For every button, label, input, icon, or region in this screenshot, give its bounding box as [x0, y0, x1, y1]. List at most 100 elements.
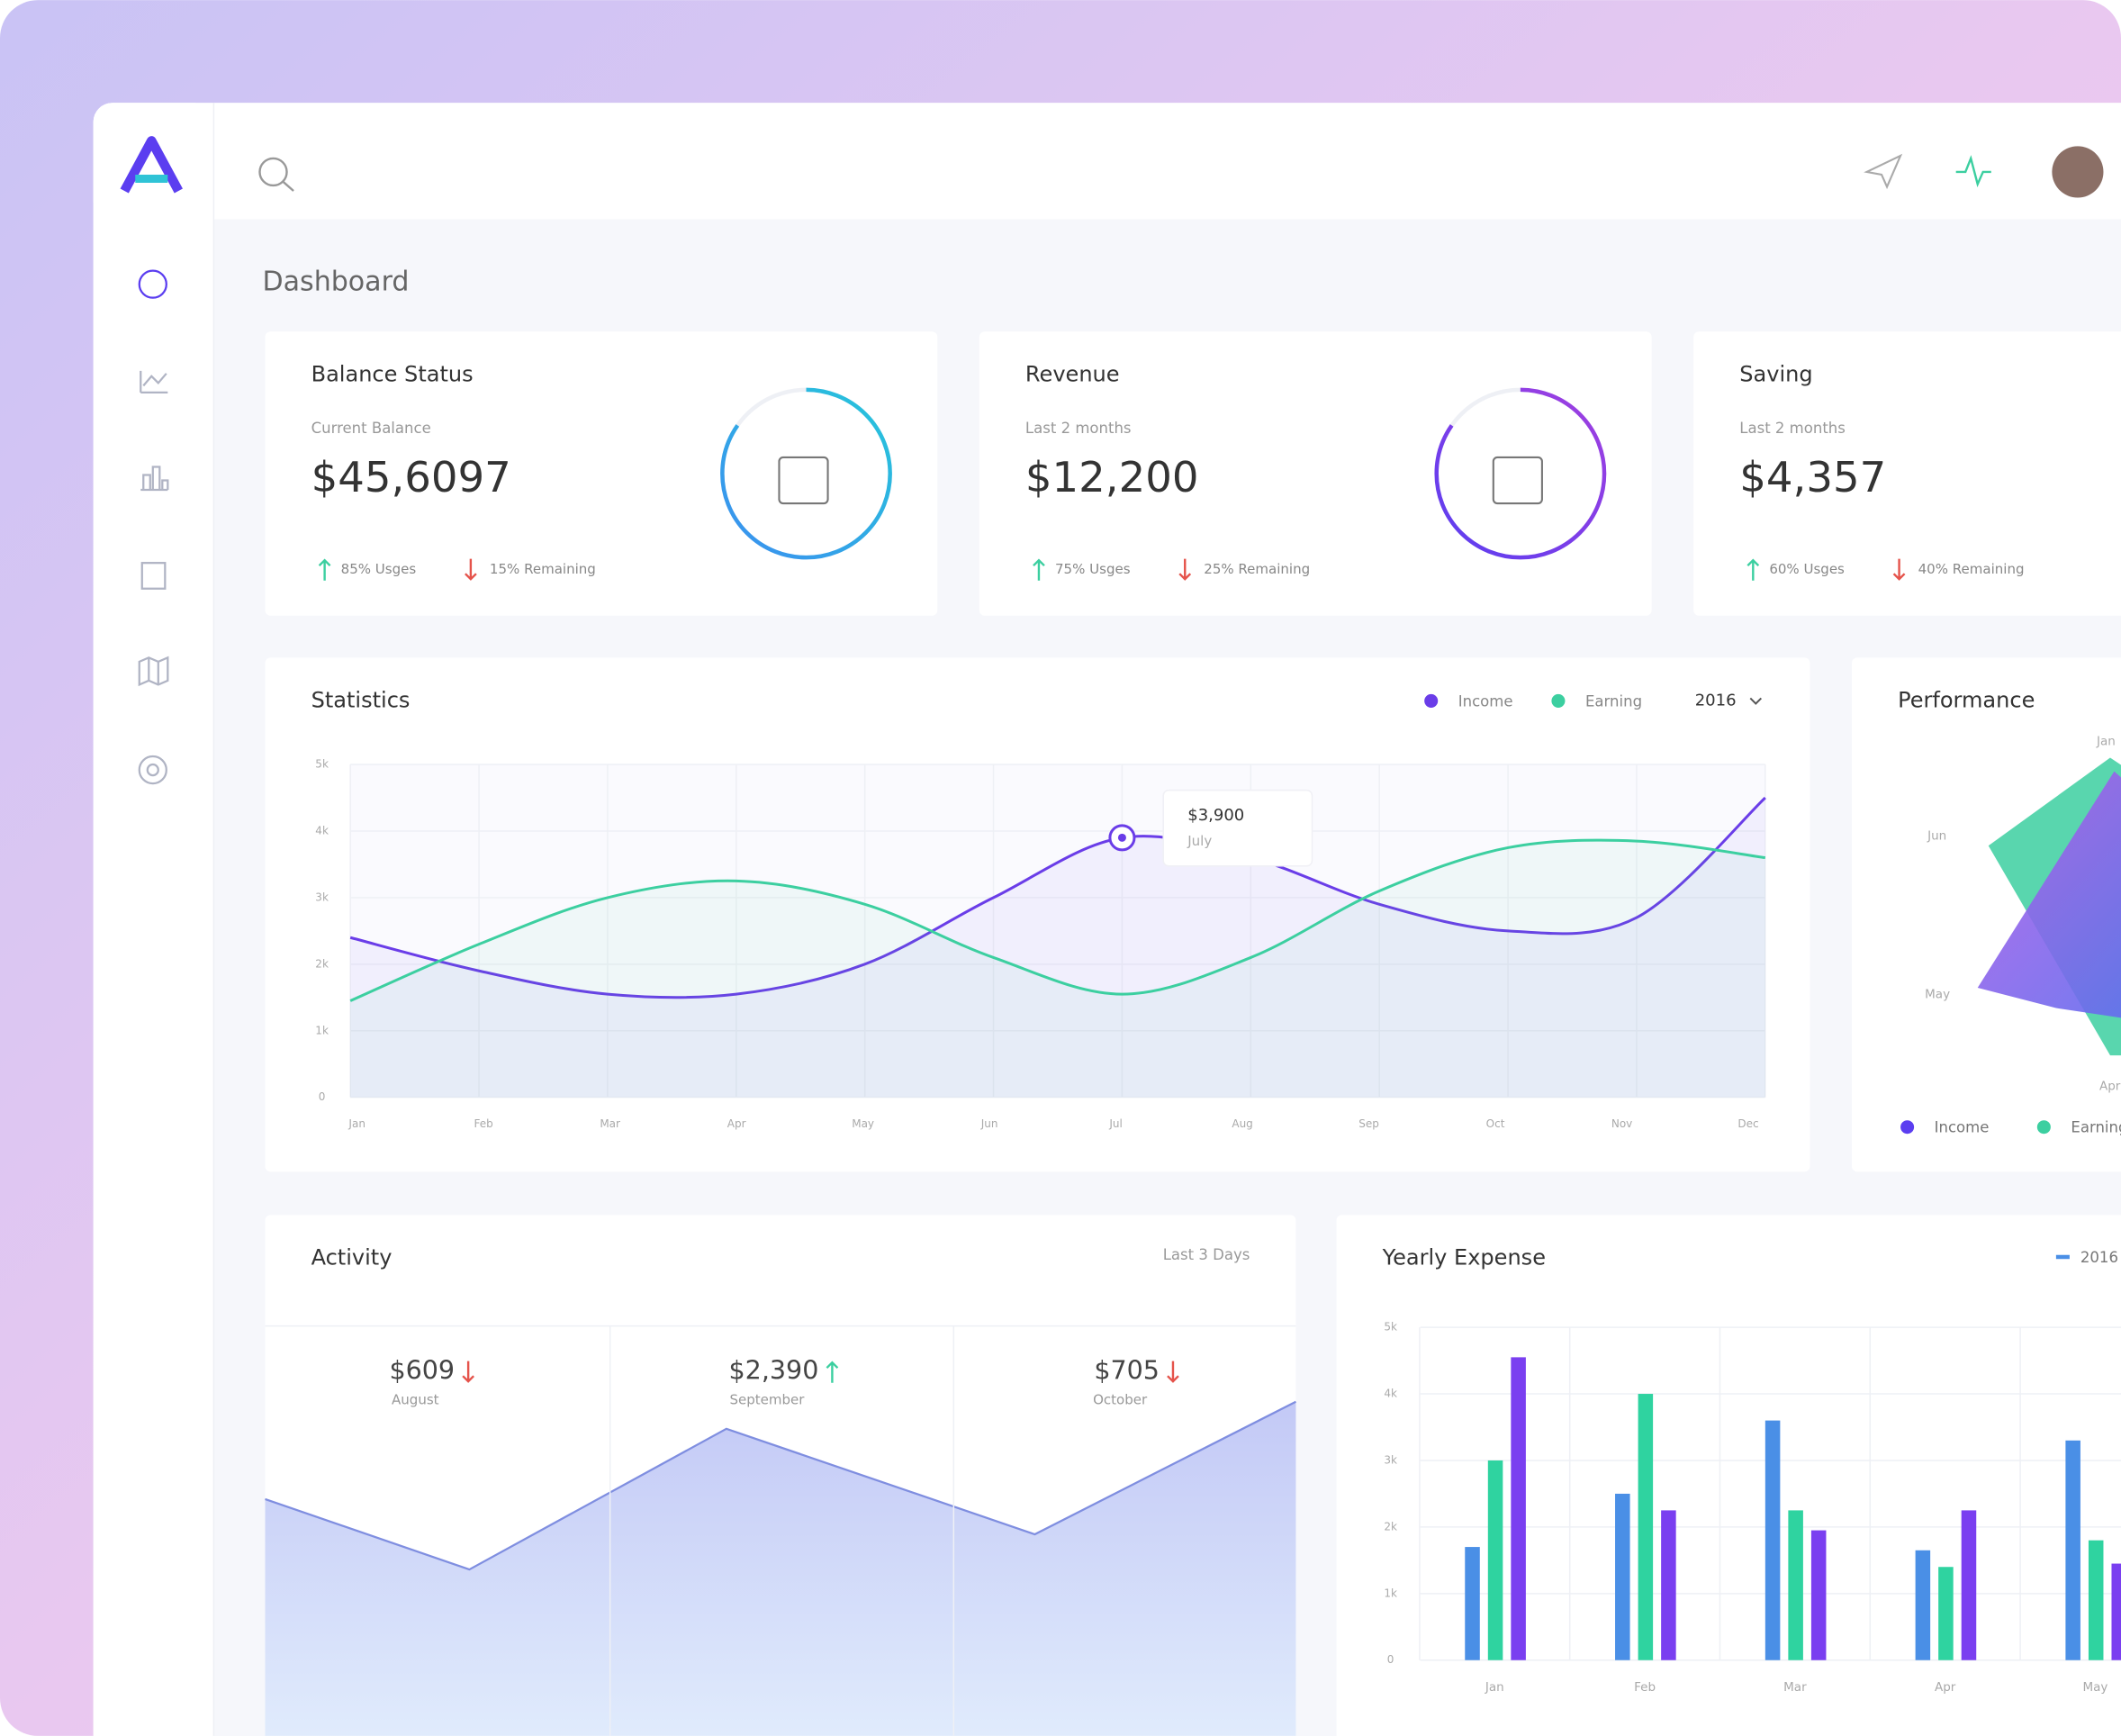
up-arrow: [318, 558, 331, 581]
progress-ring: [1434, 387, 1607, 560]
panel-title: Statistics: [311, 687, 411, 712]
nav-charts[interactable]: [140, 466, 169, 492]
legend-label: 2016: [2080, 1249, 2118, 1266]
bar: [1810, 1530, 1827, 1660]
legend-dot: [1424, 693, 1439, 708]
x-tick-label: Mar: [600, 1117, 620, 1130]
legend-label: Earning: [1585, 692, 1642, 710]
series-area: [350, 840, 1765, 1098]
remaining-label: 25% Remaining: [1204, 561, 1310, 577]
card-value: $4,357: [1739, 453, 1886, 502]
x-tick-label: Aug: [1232, 1117, 1252, 1130]
y-tick-label: 5k: [315, 758, 329, 771]
bar: [1511, 1357, 1526, 1660]
down-arrow: [1167, 1361, 1179, 1383]
bar: [1465, 1547, 1480, 1660]
nav-analytics[interactable]: [140, 370, 168, 393]
x-tick-label: Nov: [1611, 1117, 1632, 1130]
legend-dot: [1900, 1120, 1915, 1135]
x-tick-label: Feb: [1634, 1680, 1656, 1695]
tooltip-label: July: [1187, 833, 1212, 849]
down-arrow: [462, 1361, 474, 1383]
yearly-expense-panel: [1336, 1215, 2121, 1736]
usage-label: 75% Usges: [1055, 561, 1131, 577]
card-subtitle: Last 2 months: [1025, 420, 1132, 437]
activity-label: August: [392, 1392, 439, 1408]
card-title: Revenue: [1025, 361, 1120, 386]
tooltip-value: $3,900: [1187, 806, 1244, 825]
search-icon[interactable]: [258, 157, 294, 192]
bar: [2065, 1440, 2080, 1660]
x-tick-label: Sep: [1358, 1117, 1379, 1130]
activity-icon[interactable]: [1955, 155, 1991, 188]
activity-value: $705: [1094, 1356, 1160, 1386]
x-tick-label: Dec: [1737, 1117, 1758, 1130]
send-icon[interactable]: [1864, 153, 1903, 190]
legend-dot: [2036, 1120, 2051, 1135]
card: [1693, 331, 2121, 616]
y-tick-label: 5k: [1384, 1321, 1397, 1334]
legend-label: Income: [1458, 692, 1513, 710]
x-tick-label: Oct: [1486, 1117, 1505, 1130]
panel-title: Yearly Expense: [1382, 1244, 1546, 1270]
card-icon: [778, 456, 829, 505]
up-arrow: [1746, 558, 1760, 581]
nav-map[interactable]: [138, 656, 169, 687]
x-tick-label: May: [2082, 1680, 2107, 1695]
nav-settings[interactable]: [138, 755, 167, 785]
radar-label: May: [1925, 987, 1950, 1001]
chevron: [1749, 697, 1763, 705]
activity-label: October: [1093, 1392, 1148, 1408]
progress-ring: [720, 387, 892, 560]
y-tick-label: 0: [319, 1090, 326, 1103]
down-arrow: [1178, 558, 1192, 581]
page-title: Dashboard: [262, 267, 409, 298]
logo: [120, 136, 183, 194]
tooltip: [1162, 789, 1313, 867]
nav-dashboard[interactable]: [138, 269, 167, 299]
up-arrow: [826, 1361, 839, 1383]
y-tick-label: 4k: [315, 824, 329, 836]
card-subtitle: Current Balance: [311, 420, 431, 437]
year-select[interactable]: 2016: [1695, 691, 1737, 710]
x-tick-label: Feb: [474, 1117, 493, 1130]
bar: [1915, 1550, 1931, 1660]
remaining-label: 40% Remaining: [1918, 561, 2025, 577]
bar: [1961, 1510, 1977, 1660]
radar-label: Jun: [1927, 829, 1946, 844]
series-line: [349, 796, 1766, 999]
activity-area: [265, 1401, 1296, 1736]
performance-panel: [1851, 657, 2121, 1172]
bar: [1638, 1394, 1654, 1660]
nav-inbox[interactable]: [140, 562, 167, 590]
card-title: Saving: [1739, 361, 1812, 386]
bar: [1938, 1567, 1954, 1660]
radar-chart: [1977, 757, 2121, 1056]
y-tick-label: 3k: [1384, 1453, 1397, 1466]
bar: [1788, 1510, 1803, 1660]
card: [265, 331, 938, 616]
y-tick-label: 1k: [1384, 1587, 1397, 1599]
x-tick-label: Jan: [1485, 1680, 1504, 1695]
x-tick-label: Apr: [727, 1117, 746, 1130]
card: [979, 331, 1652, 616]
x-tick-label: May: [852, 1117, 874, 1130]
y-tick-label: 4k: [1384, 1388, 1397, 1400]
up-arrow: [1033, 558, 1045, 581]
activity-value: $2,390: [729, 1356, 819, 1386]
panel-title: Performance: [1898, 687, 2035, 712]
legend-dot: [1551, 693, 1566, 708]
bar: [1764, 1420, 1781, 1660]
bar: [1661, 1510, 1676, 1660]
series-area: [350, 798, 1765, 1098]
radar-label: Jan: [2096, 735, 2116, 749]
top-bar: [93, 103, 2121, 220]
card-subtitle: Last 2 months: [1739, 420, 1846, 437]
y-tick-label: 2k: [1384, 1520, 1397, 1533]
y-tick-label: 3k: [315, 891, 329, 903]
usage-label: 85% Usges: [341, 561, 417, 577]
avatar[interactable]: [2052, 146, 2104, 198]
activity-value: $609: [389, 1356, 455, 1386]
legend-label: Earning: [2071, 1119, 2121, 1136]
